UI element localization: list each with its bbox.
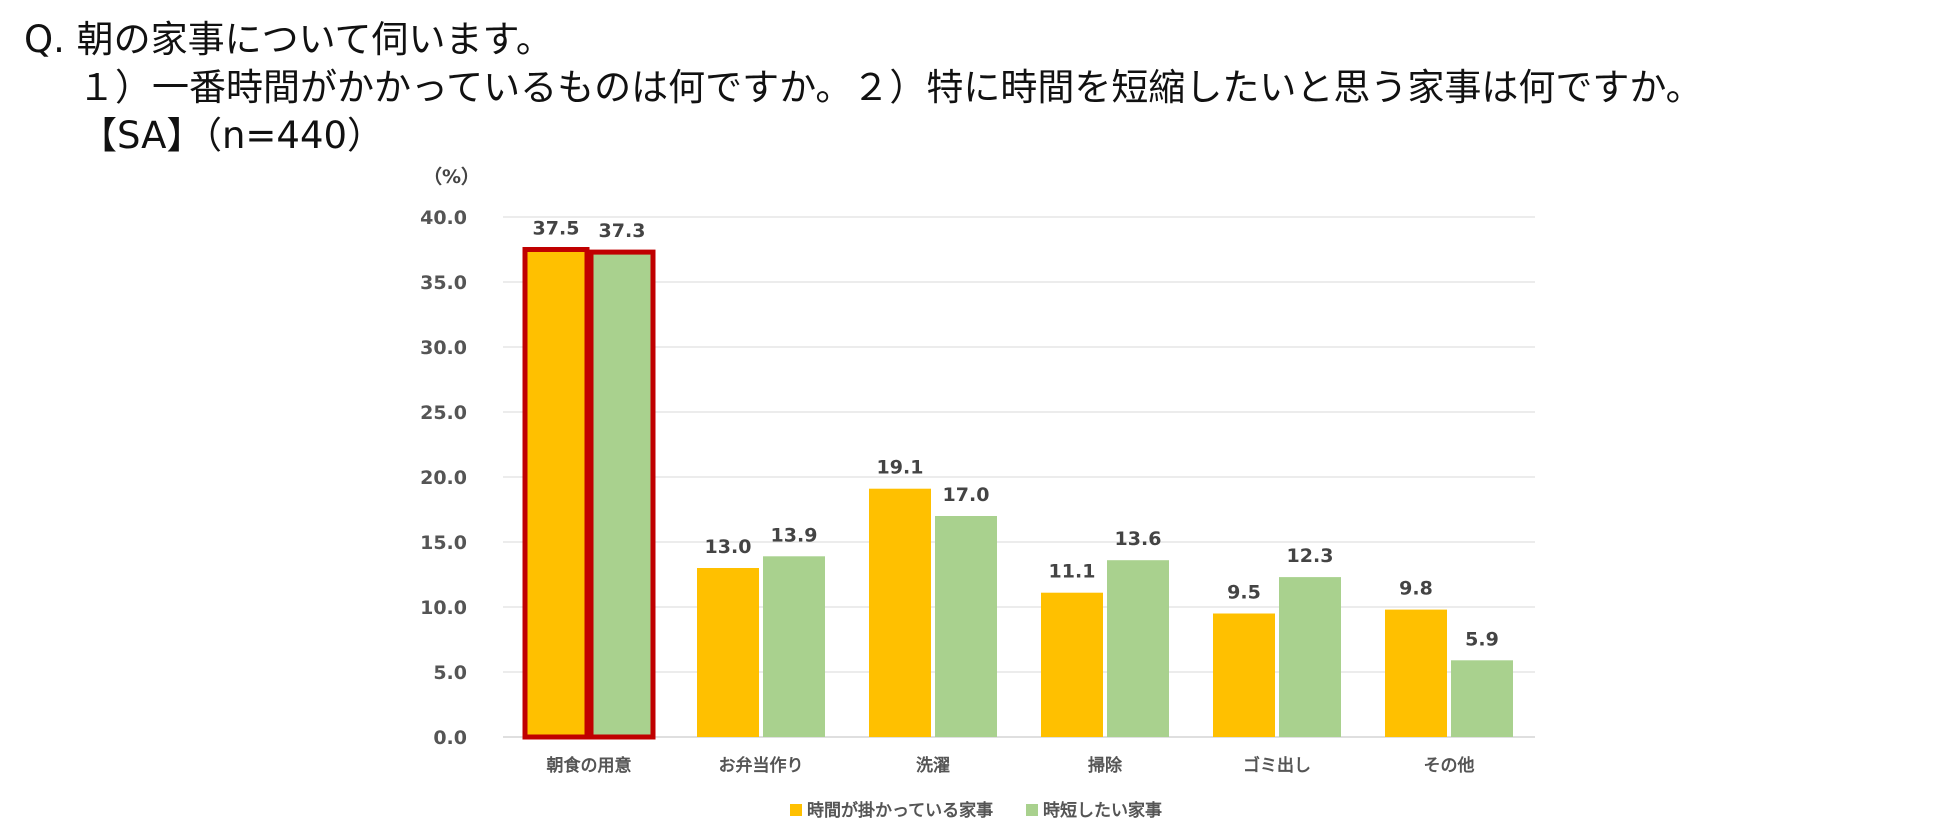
data-label: 37.5 [533, 218, 580, 240]
bar-time-consuming [1385, 609, 1447, 737]
category-label: その他 [1424, 755, 1475, 776]
y-tick-label: 10.0 [420, 597, 467, 619]
bar-want-to-shorten [1451, 660, 1513, 737]
data-label: 9.5 [1227, 582, 1261, 604]
data-label: 12.3 [1287, 545, 1334, 567]
bar-time-consuming [1213, 613, 1275, 737]
category-label: 洗濯 [916, 755, 950, 776]
bar-want-to-shorten [935, 516, 997, 737]
category-label: 朝食の用意 [547, 755, 632, 776]
data-label: 9.8 [1399, 578, 1433, 600]
y-tick-label: 40.0 [420, 207, 467, 229]
y-tick-label: 15.0 [420, 532, 467, 554]
data-label: 17.0 [943, 484, 990, 506]
y-axis-ticks: 0.0 5.0 10.0 15.0 20.0 25.0 30.0 35.0 40.0 [420, 207, 467, 749]
question-title: Q. 朝の家事について伺います。 [24, 18, 553, 61]
data-label: 37.3 [599, 220, 646, 242]
bar-time-consuming [697, 568, 759, 737]
category-label: お弁当作り [719, 755, 804, 776]
legend-label: 時短したい家事 [1043, 800, 1162, 821]
gridlines [503, 216, 1535, 738]
y-tick-label: 35.0 [420, 272, 467, 294]
y-tick-label: 30.0 [420, 337, 467, 359]
question-format: 【SA】（n=440） [80, 114, 385, 157]
y-tick-label: 5.0 [433, 662, 467, 684]
data-label: 13.9 [771, 524, 818, 546]
legend: 時間が掛かっている家事 時短したい家事 [790, 800, 1162, 821]
category-label: 掃除 [1088, 755, 1123, 776]
x-axis-categories: 朝食の用意 お弁当作り 洗濯 掃除 ゴミ出し その他 [547, 755, 1475, 776]
bar-want-to-shorten [1107, 560, 1169, 737]
bar-want-to-shorten [763, 556, 825, 737]
data-label: 5.9 [1465, 628, 1499, 650]
data-label: 19.1 [877, 457, 924, 479]
y-unit-label: （%） [423, 165, 480, 188]
bar-time-consuming [522, 247, 590, 740]
data-label: 13.6 [1115, 528, 1162, 550]
category-label: ゴミ出し [1243, 755, 1311, 776]
bar-time-consuming [869, 488, 931, 737]
y-tick-label: 25.0 [420, 402, 467, 424]
legend-label: 時間が掛かっている家事 [807, 800, 993, 821]
question-subtitle: １）一番時間がかかっているものは何ですか。２）特に時間を短縮したいと思う家事は何… [78, 66, 1703, 109]
y-tick-label: 0.0 [433, 727, 467, 749]
data-label: 13.0 [705, 536, 752, 558]
legend-swatch [790, 804, 802, 816]
y-tick-label: 20.0 [420, 467, 467, 489]
legend-swatch [1026, 804, 1038, 816]
bars [522, 247, 1513, 740]
bar-want-to-shorten [1279, 577, 1341, 737]
data-labels: 37.5 37.3 13.0 13.9 19.1 17.0 11.1 13.6 9.5 12.3 9… [533, 218, 1499, 651]
bar-time-consuming [1041, 592, 1103, 737]
bar-want-to-shorten [588, 249, 656, 740]
data-label: 11.1 [1049, 561, 1096, 583]
